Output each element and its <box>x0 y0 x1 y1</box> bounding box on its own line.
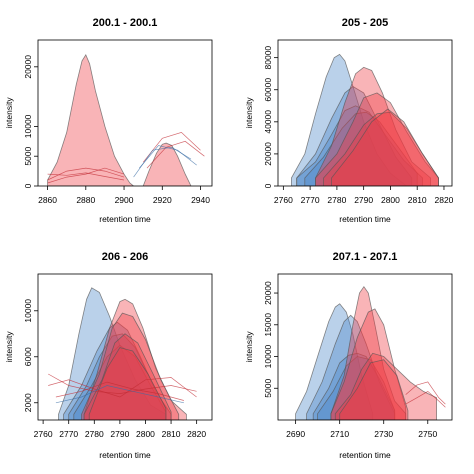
peak-area-blue-1 <box>291 53 408 186</box>
plot-frame <box>277 39 453 187</box>
x-tick-label: 2940 <box>191 195 210 205</box>
peak-area-red-8 <box>331 108 439 186</box>
x-tick-label: 2770 <box>301 195 320 205</box>
y-axis-label: intensity <box>244 331 254 363</box>
x-axis-label: retention time <box>99 450 151 460</box>
peak-area-red-7 <box>334 352 437 420</box>
peak-group <box>47 54 205 186</box>
chart-panel-3: 206 - 206 2760 2770 2780 2790 2800 2810 2820 200… <box>4 251 213 460</box>
peak-area-red-7 <box>83 333 172 420</box>
trace-line-red-2 <box>47 172 125 181</box>
y-axis-label: intensity <box>4 97 14 129</box>
chart-title: 207.1 - 207.1 <box>333 251 398 263</box>
peak-area-red-8 <box>88 347 167 420</box>
chart-panel-1: 200.1 - 200.1 2860 2880 2900 2920 2940 0 5000 10… <box>4 17 213 224</box>
y-tick-label: 40000 <box>263 110 273 134</box>
y-tick-label: 6000 <box>23 347 33 366</box>
trace-line-red-2 <box>48 377 197 398</box>
x-tick-label: 2920 <box>153 195 172 205</box>
x-axis-label: retention time <box>99 214 151 224</box>
x-tick-label: 2790 <box>110 429 129 439</box>
trace-line-blue-7 <box>139 145 197 169</box>
peak-group <box>295 286 446 420</box>
chart-title: 206 - 206 <box>102 251 148 263</box>
trace-line-blue-4 <box>55 385 184 404</box>
y-tick-label: 0 <box>23 183 33 188</box>
x-tick-label: 2780 <box>327 195 346 205</box>
y-tick-label: 20000 <box>263 142 273 166</box>
peak-area-red-6 <box>81 312 180 420</box>
x-tick-label: 2800 <box>136 429 155 439</box>
y-tick-label: 10000 <box>263 344 273 368</box>
chart-title: 205 - 205 <box>342 17 388 29</box>
trace-line-red-1 <box>405 381 446 405</box>
peak-area-blue-4 <box>317 356 396 420</box>
chart-panel-2: 205 - 205 2760 2770 2780 2790 2800 2810 2820 0 20… <box>244 17 454 224</box>
trace-line-red-3 <box>47 167 125 184</box>
x-tick-label: 2880 <box>76 195 95 205</box>
x-tick-label: 2900 <box>115 195 134 205</box>
y-tick-label: 15000 <box>263 313 273 337</box>
peak-area-red-1 <box>47 54 135 186</box>
y-tick-label: 2000 <box>23 393 33 412</box>
peak-area-red-5 <box>315 66 431 186</box>
y-tick-label: 60000 <box>263 78 273 102</box>
x-tick-label: 2810 <box>408 195 427 205</box>
y-axis-label: intensity <box>244 97 254 129</box>
y-tick-label: 0 <box>263 183 273 188</box>
peak-area-blue-3 <box>296 105 423 186</box>
x-axis-label: retention time <box>339 450 391 460</box>
plot-frame <box>37 39 213 187</box>
chart-panel-4: 207.1 - 207.1 2690 2710 2730 2750 5000 10000 15… <box>244 251 453 460</box>
peak-area-red-6 <box>330 308 407 420</box>
x-tick-label: 2820 <box>187 429 206 439</box>
x-tick-label: 2690 <box>286 429 305 439</box>
x-tick-label: 2800 <box>381 195 400 205</box>
x-tick-label: 2710 <box>330 429 349 439</box>
x-tick-label: 2760 <box>34 429 53 439</box>
y-tick-label: 80000 <box>263 46 273 70</box>
trace-line-red-2 <box>405 390 446 408</box>
peak-group <box>291 53 439 186</box>
y-tick-label: 5000 <box>23 146 33 165</box>
x-tick-label: 2790 <box>354 195 373 205</box>
peak-area-red-8 <box>339 359 409 420</box>
y-tick-label: 10000 <box>23 114 33 138</box>
plot-frame <box>277 273 453 421</box>
trace-line-red-3 <box>55 381 184 401</box>
plot-frame <box>37 273 213 421</box>
trace-line-red-1 <box>48 373 197 394</box>
x-tick-label: 2730 <box>374 429 393 439</box>
y-tick-label: 20000 <box>23 55 33 79</box>
trace-line-red-1 <box>47 167 125 181</box>
x-axis-label: retention time <box>339 214 391 224</box>
peak-area-blue-1 <box>295 303 374 420</box>
peak-group <box>48 287 197 420</box>
x-tick-label: 2750 <box>418 429 437 439</box>
x-tick-label: 2860 <box>38 195 57 205</box>
y-tick-label: 20000 <box>263 281 273 305</box>
y-axis-label: intensity <box>4 331 14 363</box>
y-tick-label: 10000 <box>23 299 33 323</box>
trace-line-red-5 <box>146 140 205 169</box>
x-tick-label: 2780 <box>85 429 104 439</box>
peak-area-blue-2 <box>296 86 413 186</box>
x-tick-label: 2760 <box>274 195 293 205</box>
x-tick-label: 2770 <box>59 429 78 439</box>
y-tick-label: 5000 <box>263 379 273 398</box>
x-tick-label: 2820 <box>435 195 454 205</box>
x-tick-label: 2810 <box>162 429 181 439</box>
chart-title: 200.1 - 200.1 <box>93 17 158 29</box>
